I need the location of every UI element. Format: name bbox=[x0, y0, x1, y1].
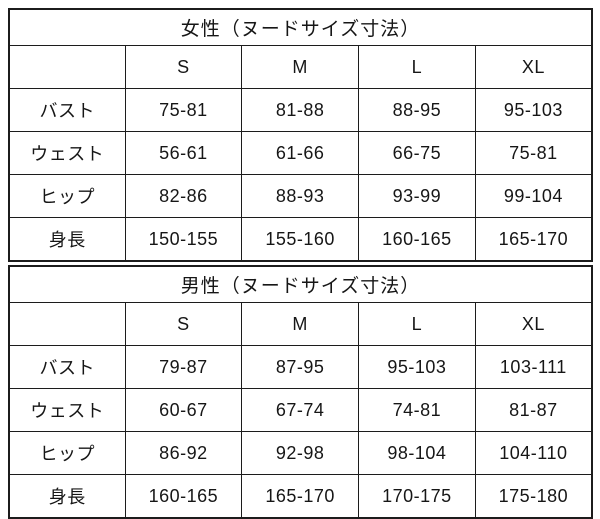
cell-value: 175-180 bbox=[474, 474, 593, 519]
table-row-waist: ウェスト 60-67 67-74 74-81 81-87 bbox=[8, 388, 593, 432]
cell-value: 66-75 bbox=[358, 131, 476, 175]
cell-value: 103-111 bbox=[474, 345, 593, 389]
cell-value: 56-61 bbox=[124, 131, 243, 175]
cell-value: 93-99 bbox=[358, 174, 476, 218]
cell-value: 165-170 bbox=[241, 474, 359, 519]
cell-value: 86-92 bbox=[124, 431, 243, 475]
cell-value: 160-165 bbox=[124, 474, 243, 519]
cell-value: 88-93 bbox=[241, 174, 359, 218]
male-table-title: 男性（ヌードサイズ寸法） bbox=[8, 265, 593, 303]
cell-value: 81-88 bbox=[241, 88, 359, 132]
size-header-xl: XL bbox=[474, 45, 593, 89]
size-header-row: S M L XL bbox=[8, 45, 593, 89]
cell-value: 75-81 bbox=[124, 88, 243, 132]
size-header-s: S bbox=[124, 45, 243, 89]
row-label-bust: バスト bbox=[8, 88, 126, 132]
cell-value: 92-98 bbox=[241, 431, 359, 475]
cell-value: 75-81 bbox=[474, 131, 593, 175]
table-row-waist: ウェスト 56-61 61-66 66-75 75-81 bbox=[8, 131, 593, 175]
female-size-table: 女性（ヌードサイズ寸法） S M L XL バスト 75-81 81-88 88… bbox=[8, 8, 593, 262]
cell-value: 160-165 bbox=[358, 217, 476, 262]
table-title-row: 女性（ヌードサイズ寸法） bbox=[8, 8, 593, 46]
table-row-bust: バスト 79-87 87-95 95-103 103-111 bbox=[8, 345, 593, 389]
cell-value: 95-103 bbox=[474, 88, 593, 132]
cell-value: 170-175 bbox=[358, 474, 476, 519]
cell-value: 74-81 bbox=[358, 388, 476, 432]
male-size-table: 男性（ヌードサイズ寸法） S M L XL バスト 79-87 87-95 95… bbox=[8, 265, 593, 519]
corner-cell bbox=[8, 45, 126, 89]
table-row-hip: ヒップ 82-86 88-93 93-99 99-104 bbox=[8, 174, 593, 218]
cell-value: 60-67 bbox=[124, 388, 243, 432]
cell-value: 165-170 bbox=[474, 217, 593, 262]
cell-value: 88-95 bbox=[358, 88, 476, 132]
cell-value: 150-155 bbox=[124, 217, 243, 262]
row-label-bust: バスト bbox=[8, 345, 126, 389]
row-label-waist: ウェスト bbox=[8, 131, 126, 175]
cell-value: 87-95 bbox=[241, 345, 359, 389]
cell-value: 82-86 bbox=[124, 174, 243, 218]
size-header-m: M bbox=[241, 302, 359, 346]
cell-value: 61-66 bbox=[241, 131, 359, 175]
cell-value: 67-74 bbox=[241, 388, 359, 432]
table-row-hip: ヒップ 86-92 92-98 98-104 104-110 bbox=[8, 431, 593, 475]
table-title-row: 男性（ヌードサイズ寸法） bbox=[8, 265, 593, 303]
size-header-l: L bbox=[358, 45, 476, 89]
cell-value: 99-104 bbox=[474, 174, 593, 218]
size-header-row: S M L XL bbox=[8, 302, 593, 346]
cell-value: 98-104 bbox=[358, 431, 476, 475]
cell-value: 81-87 bbox=[474, 388, 593, 432]
size-header-xl: XL bbox=[474, 302, 593, 346]
table-row-height: 身長 160-165 165-170 170-175 175-180 bbox=[8, 474, 593, 519]
row-label-waist: ウェスト bbox=[8, 388, 126, 432]
row-label-height: 身長 bbox=[8, 217, 126, 262]
table-row-bust: バスト 75-81 81-88 88-95 95-103 bbox=[8, 88, 593, 132]
size-header-m: M bbox=[241, 45, 359, 89]
cell-value: 79-87 bbox=[124, 345, 243, 389]
female-table-title: 女性（ヌードサイズ寸法） bbox=[8, 8, 593, 46]
corner-cell bbox=[8, 302, 126, 346]
size-header-s: S bbox=[124, 302, 243, 346]
row-label-hip: ヒップ bbox=[8, 431, 126, 475]
table-row-height: 身長 150-155 155-160 160-165 165-170 bbox=[8, 217, 593, 262]
size-header-l: L bbox=[358, 302, 476, 346]
cell-value: 95-103 bbox=[358, 345, 476, 389]
row-label-height: 身長 bbox=[8, 474, 126, 519]
row-label-hip: ヒップ bbox=[8, 174, 126, 218]
cell-value: 155-160 bbox=[241, 217, 359, 262]
cell-value: 104-110 bbox=[474, 431, 593, 475]
